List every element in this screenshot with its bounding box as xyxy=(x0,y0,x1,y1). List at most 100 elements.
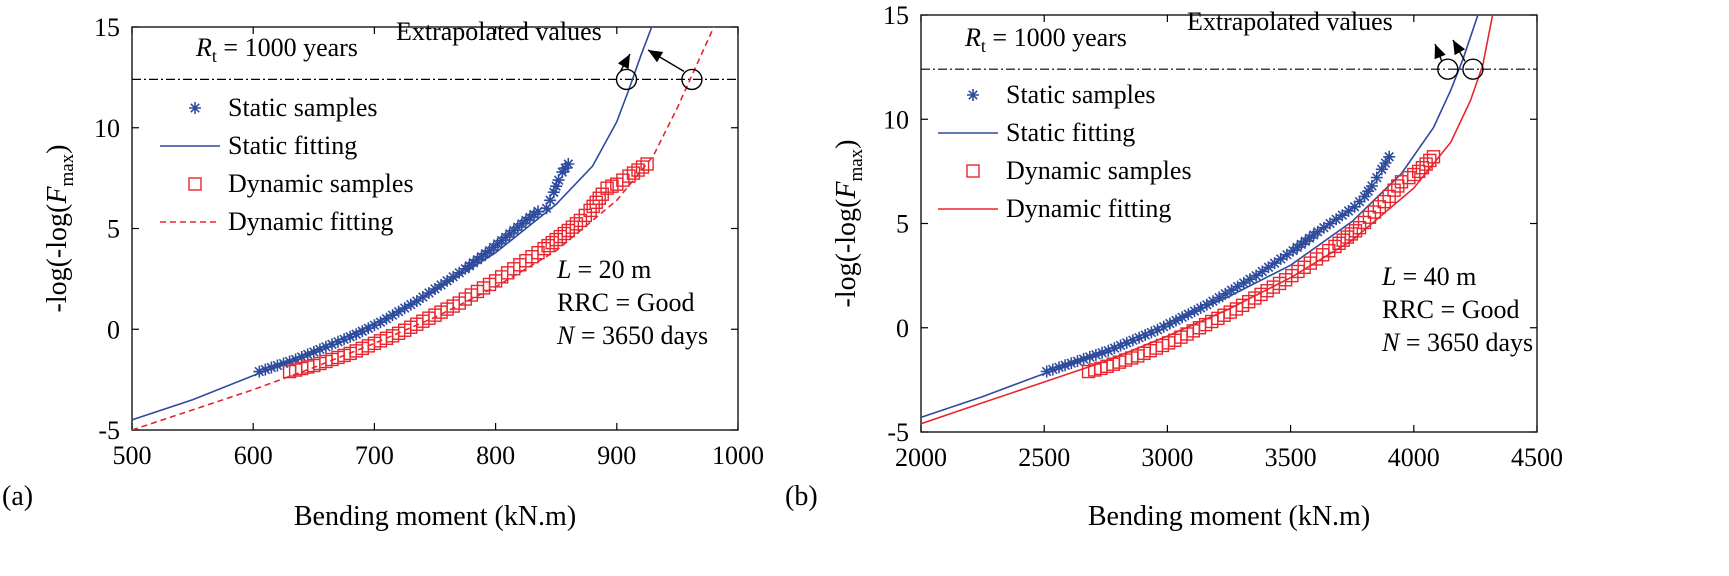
info-line: RRC = Good xyxy=(1382,295,1519,324)
dynamic-sample-point xyxy=(1407,167,1421,182)
x-axis-label: Bending moment (kN.m) xyxy=(294,501,576,532)
y-tick-label: 15 xyxy=(883,1,909,30)
static-sample-point xyxy=(356,325,369,338)
info-line: N = 3650 days xyxy=(1381,328,1533,357)
legend-label: Static fitting xyxy=(1006,118,1135,147)
y-tick-label: 0 xyxy=(896,314,909,343)
dynamic-sample-point xyxy=(1348,224,1363,238)
static-sample-point xyxy=(1280,248,1293,261)
static-sample-point xyxy=(1114,339,1127,352)
dynamic-sample-point xyxy=(578,208,592,223)
static-sample-point xyxy=(301,348,314,361)
static-fitting-line xyxy=(921,15,1479,419)
static-sample-point xyxy=(1274,252,1287,265)
extrapolated-arrow-head xyxy=(648,50,664,63)
static-sample-point xyxy=(1157,320,1170,333)
dynamic-sample-point xyxy=(569,217,584,231)
static-sample-point xyxy=(453,266,466,279)
y-tick-label: 10 xyxy=(883,105,909,134)
static-sample-point xyxy=(1071,355,1084,368)
y-tick-label: -5 xyxy=(98,416,120,445)
static-sample-point xyxy=(1370,171,1383,184)
static-sample-point xyxy=(338,333,351,346)
static-sample-point xyxy=(1046,363,1059,376)
info-line: RRC = Good xyxy=(557,288,694,317)
static-sample-point xyxy=(386,309,399,322)
static-sample-point xyxy=(435,278,448,291)
plot-frame xyxy=(920,14,1538,433)
extrapolated-circle xyxy=(615,68,638,91)
static-sample-point xyxy=(319,340,332,353)
static-sample-point xyxy=(1353,195,1366,208)
static-sample-point xyxy=(253,365,266,378)
static-sample-point xyxy=(1102,344,1115,357)
static-sample-point xyxy=(1194,301,1207,314)
x-axis-label: Bending moment (kN.m) xyxy=(1088,501,1370,532)
static-sample-point xyxy=(1089,348,1102,361)
static-sample-point xyxy=(1163,317,1176,330)
static-sample-point xyxy=(1219,287,1232,300)
static-sample-point xyxy=(1053,361,1065,374)
static-sample-point xyxy=(1375,163,1388,176)
chart-panel-a: 500 600 700 800 900 1000 -5 0 5 10 15 Bending momen… xyxy=(2,13,764,532)
x-tick-label: 2500 xyxy=(1018,443,1070,472)
static-sample-point xyxy=(404,298,417,311)
x-tick-label: 800 xyxy=(476,441,515,470)
static-sample-point xyxy=(1342,205,1355,217)
x-tick-label: 2000 xyxy=(895,443,947,472)
static-sample-point xyxy=(1108,342,1121,355)
y-tick-label: 0 xyxy=(107,315,120,344)
dynamic-sample-point xyxy=(635,160,650,174)
extrapolated-circle xyxy=(1462,58,1484,80)
static-sample-point xyxy=(1256,265,1269,278)
dynamic-sample-point xyxy=(1372,200,1387,214)
static-sample-point xyxy=(368,319,381,332)
static-sample-point xyxy=(1207,295,1219,308)
static-sample-point xyxy=(1145,326,1158,339)
static-sample-point xyxy=(1096,346,1109,359)
static-sample-point xyxy=(1362,185,1375,198)
plot-frame xyxy=(131,26,739,431)
info-block: L = 20 m RRC = Good N = 3650 days xyxy=(556,255,708,350)
legend: Static samples Static fitting Dynamic samp… xyxy=(160,93,414,236)
dynamic-sample-point xyxy=(592,191,606,205)
dynamic-sample-point xyxy=(1387,183,1401,197)
static-sample-point xyxy=(441,274,454,287)
static-sample-point xyxy=(344,330,357,343)
static-sample-point xyxy=(1336,209,1349,222)
legend-label: Dynamic fitting xyxy=(1006,194,1171,223)
extrapolated-label: Extrapolated values xyxy=(1187,7,1393,36)
dynamic-sample-point xyxy=(1377,194,1391,209)
static-sample-point xyxy=(332,335,344,348)
dynamic-sample-point xyxy=(600,181,614,195)
static-sample-point xyxy=(1083,350,1096,363)
y-axis-label: -log(-log(Fmax) xyxy=(831,139,867,307)
static-sample-point xyxy=(410,295,423,307)
info-block: L = 40 m RRC = Good N = 3650 days xyxy=(1381,262,1533,357)
static-sample-point xyxy=(422,287,435,299)
legend-label: Dynamic fitting xyxy=(228,207,393,236)
static-sample-point xyxy=(1243,273,1256,286)
x-tick-label: 1000 xyxy=(712,441,764,470)
static-sample-point xyxy=(1317,221,1330,234)
static-sample-point xyxy=(1330,213,1343,226)
dynamic-sample-point xyxy=(640,157,654,171)
static-sample-point xyxy=(1120,336,1133,349)
legend-dynamic-sample-marker xyxy=(966,164,980,178)
static-sample-point xyxy=(398,302,411,315)
panel-label: (b) xyxy=(785,481,818,512)
static-sample-point xyxy=(1200,298,1213,311)
x-tick-label: 500 xyxy=(113,441,152,470)
static-sample-point xyxy=(540,202,553,215)
static-sample-point xyxy=(1231,280,1244,293)
dynamic-sample-point xyxy=(1352,220,1367,235)
static-sample-point xyxy=(552,174,565,187)
plot-area xyxy=(132,27,715,430)
static-sample-point xyxy=(447,270,460,283)
return-period-label: Rt = 1000 years xyxy=(964,23,1127,56)
y-tick-label: 5 xyxy=(896,210,909,239)
dynamic-fitting-line xyxy=(921,15,1494,425)
static-sample-point xyxy=(532,205,544,218)
static-sample-point xyxy=(1365,180,1378,192)
